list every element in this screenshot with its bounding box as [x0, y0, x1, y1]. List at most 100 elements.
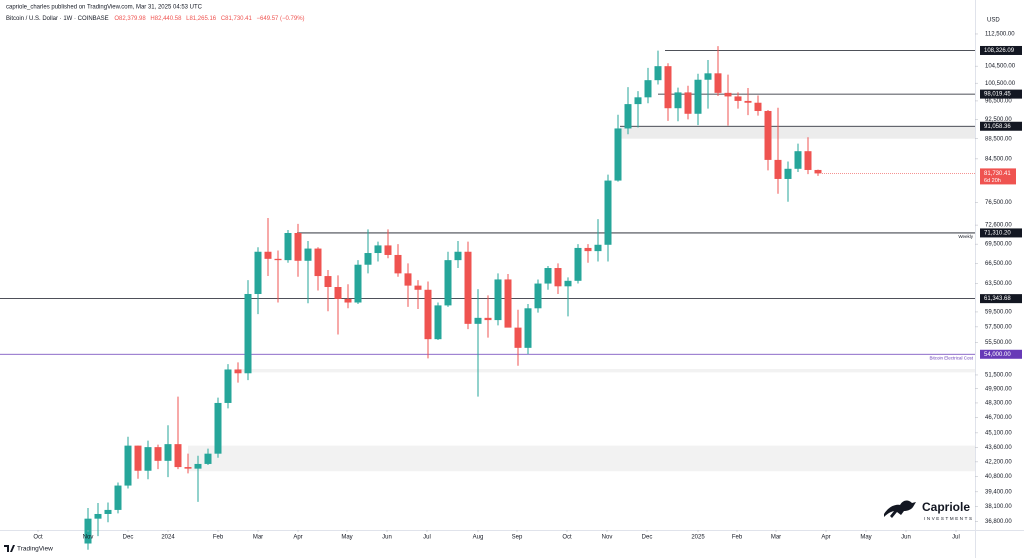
x-tick-label: 2025	[691, 535, 705, 541]
candle-body	[574, 247, 582, 281]
y-tick-label: 96,500.00	[985, 99, 1012, 105]
x-tick-label: Mar	[771, 535, 781, 541]
logo-tagline: INVESTMENTS	[924, 516, 974, 521]
candle-body	[224, 369, 232, 403]
candle-body	[364, 253, 372, 265]
zone	[188, 445, 975, 472]
level-tag	[980, 121, 1022, 131]
candle-body	[644, 80, 652, 98]
candle-body	[214, 402, 222, 454]
candle-body	[174, 444, 182, 468]
candle-body	[104, 509, 112, 514]
level-tag	[980, 349, 1022, 359]
y-tick-label: 92,500.00	[985, 117, 1012, 123]
candle-body	[734, 96, 742, 101]
level-label: 71,310.20	[984, 231, 1011, 237]
candle-body	[164, 444, 172, 461]
candle-body	[804, 151, 812, 170]
candle-body	[664, 66, 672, 109]
x-tick-label: Jun	[901, 535, 911, 541]
x-tick-label: Apr	[821, 535, 830, 541]
x-tick-label: Sep	[512, 535, 523, 541]
y-tick-label: 39,400.00	[985, 489, 1012, 495]
zones	[188, 126, 975, 472]
countdown-label: 6d 20h	[984, 178, 1001, 184]
candle-body	[294, 232, 302, 261]
candle-body	[594, 244, 602, 252]
candle-body	[704, 73, 712, 80]
candle-body	[514, 327, 522, 348]
candle-body	[304, 248, 312, 261]
candle-body	[794, 151, 802, 169]
last-price-tag	[980, 168, 1016, 185]
x-tick-label: Oct	[33, 535, 43, 541]
levels: 108,326.09 98,019.45 91,058.36 71,310.20 Wee…	[0, 45, 1022, 360]
x-tick-label: Nov	[83, 535, 94, 541]
candle-body	[194, 463, 202, 469]
last-price-label: 81,730.41	[984, 171, 1011, 177]
x-tick-label: Feb	[213, 535, 224, 541]
horse-icon	[884, 500, 916, 518]
candle-body	[454, 251, 462, 261]
candle-body	[464, 251, 472, 324]
y-tick-label: 100,500.00	[985, 81, 1016, 87]
candle-body	[494, 279, 502, 321]
x-tick-label: Oct	[562, 535, 572, 541]
level-label: 108,326.09	[984, 48, 1015, 54]
candle-body	[254, 251, 262, 294]
candle-body	[134, 445, 142, 471]
candle-body	[284, 232, 292, 261]
candle-body	[114, 485, 122, 510]
candle-body	[94, 513, 102, 519]
candle-body	[334, 287, 342, 299]
x-tick-label: Apr	[293, 535, 302, 541]
candle-body	[244, 293, 252, 374]
candle-body	[264, 251, 272, 259]
logo-name: Capriole	[922, 500, 970, 514]
candle-body	[624, 104, 632, 129]
level-label: 91,058.36	[984, 124, 1011, 130]
x-tick-label: Dec	[123, 535, 134, 541]
candle-body	[404, 273, 412, 286]
publisher-line: capriole_charles published on TradingVie…	[6, 5, 203, 11]
candle-body	[504, 279, 512, 328]
candle-body	[144, 447, 152, 471]
candle-body	[714, 73, 722, 93]
candle-body	[634, 97, 642, 105]
x-tick-label: May	[860, 535, 871, 541]
candle-body	[324, 276, 332, 288]
x-tick-label: May	[341, 535, 352, 541]
axes: 112,500.00104,500.00100,500.0096,500.009…	[33, 32, 1015, 541]
level-label: 61,343.68	[984, 296, 1011, 302]
candle-body	[374, 245, 382, 254]
y-tick-label: 59,500.00	[985, 310, 1012, 316]
ohlc-open: O82,379.98	[114, 16, 146, 22]
y-tick-label: 36,800.00	[985, 519, 1012, 525]
level-note: Weekly	[958, 234, 973, 239]
tradingview-icon	[4, 545, 15, 552]
candle-body	[654, 66, 662, 81]
candle-body	[414, 285, 422, 290]
candle-body	[604, 180, 612, 245]
y-tick-label: 40,800.00	[985, 474, 1012, 480]
ohlc-close: C81,730.41	[221, 16, 253, 22]
y-tick-label: 55,500.00	[985, 340, 1012, 346]
currency-label: USD	[987, 18, 1000, 24]
candle-body	[234, 369, 242, 374]
ohlc-high: H82,440.58	[150, 16, 182, 22]
x-tick-label: Mar	[253, 535, 263, 541]
y-tick-label: 46,700.00	[985, 415, 1012, 421]
candle-body	[484, 317, 492, 321]
candle-body	[544, 268, 552, 284]
candle-body	[534, 283, 542, 309]
candle-body	[474, 317, 482, 324]
y-tick-label: 66,500.00	[985, 261, 1012, 267]
candle-body	[684, 92, 692, 114]
level-tag	[980, 45, 1022, 55]
change: −649.57 (−0.79%)	[257, 16, 305, 22]
x-tick-label: Aug	[473, 535, 484, 541]
y-tick-label: 42,200.00	[985, 459, 1012, 465]
candle-body	[344, 298, 352, 303]
level-label: 98,019.45	[984, 92, 1011, 98]
y-tick-label: 51,500.00	[985, 373, 1012, 379]
